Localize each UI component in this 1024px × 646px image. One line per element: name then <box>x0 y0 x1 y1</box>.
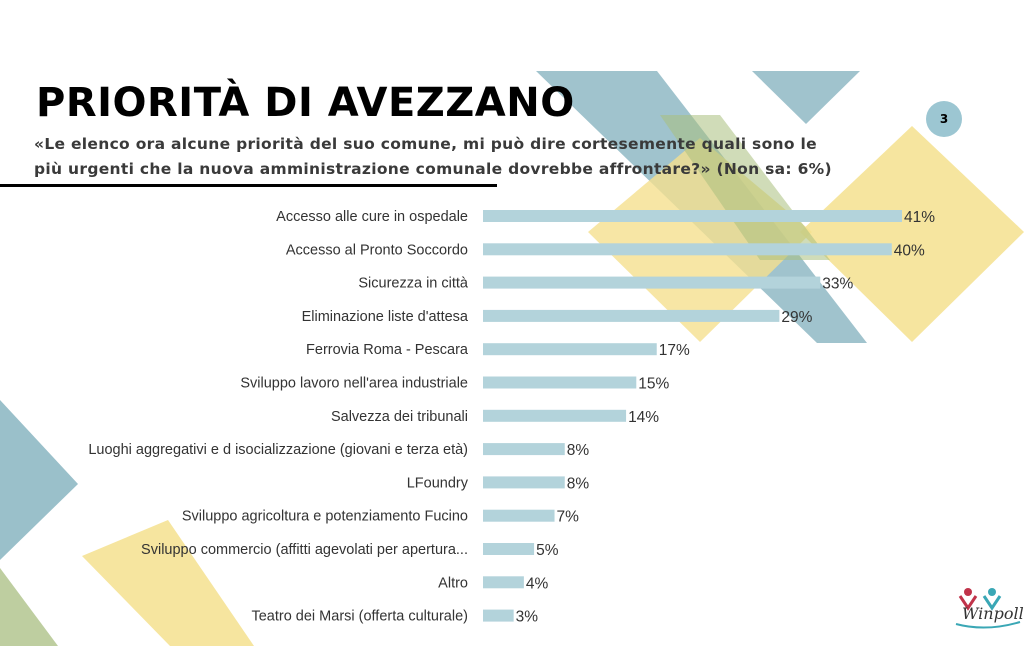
bar <box>483 276 821 289</box>
value-label: 29% <box>781 309 812 326</box>
value-label: 4% <box>526 575 549 592</box>
value-label: 7% <box>557 509 580 526</box>
bar <box>483 210 902 222</box>
category-label: Sviluppo commercio (affitti agevolati pe… <box>141 542 468 558</box>
bar <box>483 409 627 422</box>
deco-green-band <box>660 115 830 260</box>
value-label: 8% <box>567 442 590 459</box>
winpoll-logo: Winpoll <box>948 584 1024 632</box>
bar <box>483 476 565 489</box>
survey-question: «Le elenco ora alcune priorità del suo c… <box>34 132 934 182</box>
category-label: Accesso alle cure in ospedale <box>276 209 468 225</box>
value-label: 40% <box>894 242 925 259</box>
value-label: 5% <box>536 542 559 559</box>
category-label: Altro <box>438 575 468 591</box>
bar <box>483 609 514 622</box>
value-label: 3% <box>516 609 539 626</box>
bar <box>483 243 892 256</box>
value-label: 14% <box>628 409 659 426</box>
logo-mark-icon <box>955 588 1021 629</box>
category-label: Sviluppo agricoltura e potenziamento Fuc… <box>182 509 468 525</box>
value-label: 41% <box>904 209 935 226</box>
category-label: Sicurezza in città <box>358 276 469 292</box>
deco-yellow-diamond-bottom <box>82 520 254 646</box>
bar <box>483 376 637 389</box>
survey-question-line1: «Le elenco ora alcune priorità del suo c… <box>34 135 817 153</box>
bar <box>483 576 524 589</box>
deco-yellow-diamond-right <box>800 126 1024 342</box>
value-label: 8% <box>567 475 590 492</box>
value-label: 33% <box>822 276 853 293</box>
deco-green-triangle-bottom <box>0 568 58 646</box>
category-label: Accesso al Pronto Soccordo <box>286 242 468 258</box>
logo-text: Winpoll <box>962 604 1024 623</box>
page-number-badge: 3 <box>926 101 962 137</box>
deco-teal-triangle-top <box>752 71 860 124</box>
value-label: 15% <box>638 376 669 393</box>
title-underline <box>0 184 497 187</box>
category-label: Salvezza dei tribunali <box>331 409 468 425</box>
category-label: Teatro dei Marsi (offerta culturale) <box>251 609 468 625</box>
value-label: 17% <box>659 342 690 359</box>
category-label: LFoundry <box>407 475 469 491</box>
bar <box>483 509 555 522</box>
bar <box>483 543 535 555</box>
category-label: Ferrovia Roma - Pescara <box>306 342 469 358</box>
page-title: PRIORITÀ DI AVEZZANO <box>36 80 575 126</box>
category-label: Sviluppo lavoro nell'area industriale <box>240 376 468 392</box>
bar <box>483 309 780 322</box>
deco-teal-diamond-left <box>0 400 78 560</box>
bar <box>483 443 565 456</box>
category-label: Eliminazione liste d'attesa <box>302 309 469 325</box>
category-label: Luoghi aggregativi e d isocializzazione … <box>88 442 468 458</box>
bar <box>483 343 657 356</box>
survey-question-line2: più urgenti che la nuova amministrazione… <box>34 160 832 178</box>
